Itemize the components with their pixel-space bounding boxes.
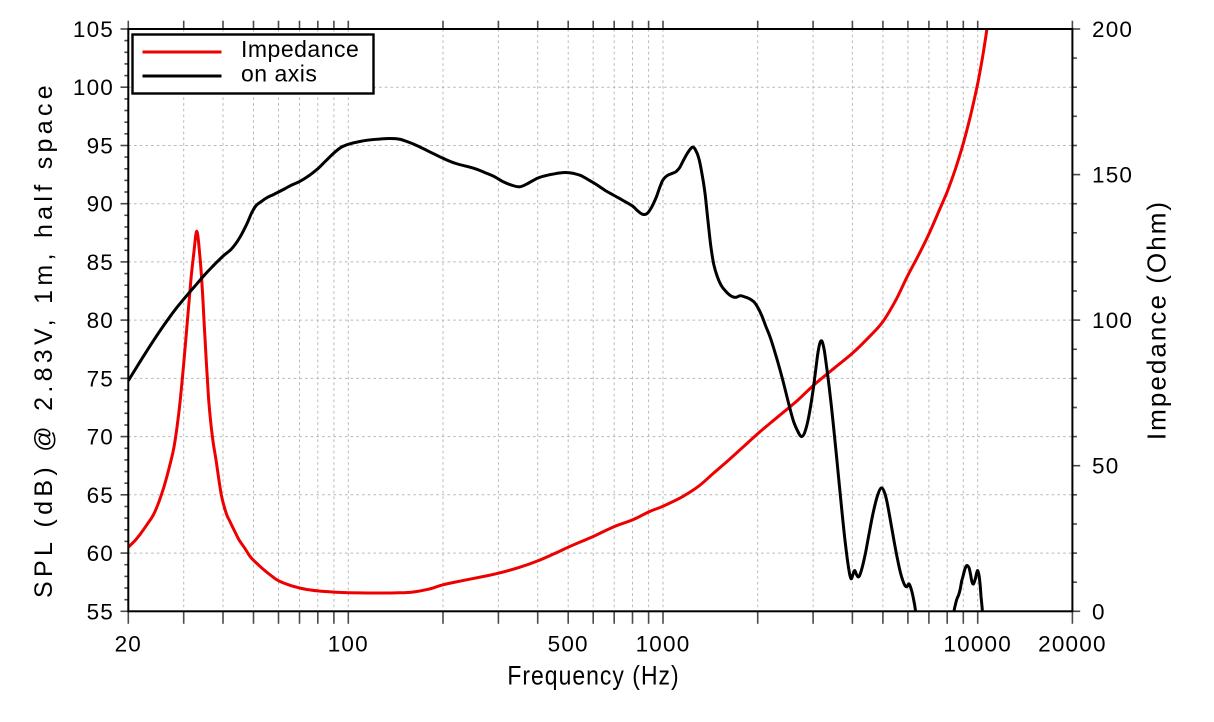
svg-text:65: 65 (87, 483, 114, 508)
svg-text:Impedance: Impedance (241, 36, 359, 62)
svg-text:95: 95 (87, 134, 114, 159)
svg-text:75: 75 (87, 366, 114, 391)
svg-text:50: 50 (1092, 454, 1119, 479)
svg-text:Frequency (Hz): Frequency (Hz) (507, 661, 679, 691)
svg-text:60: 60 (87, 541, 114, 566)
svg-text:105: 105 (73, 17, 114, 42)
svg-text:70: 70 (87, 425, 114, 450)
svg-text:20: 20 (115, 632, 142, 657)
svg-text:100: 100 (73, 75, 114, 100)
svg-text:20000: 20000 (1038, 632, 1107, 657)
svg-text:80: 80 (87, 308, 114, 333)
svg-text:on axis: on axis (241, 60, 317, 86)
svg-text:Impedance (Ohm): Impedance (Ohm) (1142, 200, 1172, 440)
svg-text:100: 100 (328, 632, 369, 657)
svg-text:0: 0 (1092, 599, 1106, 624)
svg-text:500: 500 (548, 632, 589, 657)
svg-text:90: 90 (87, 192, 114, 217)
svg-text:200: 200 (1092, 17, 1133, 42)
svg-text:10000: 10000 (943, 632, 1012, 657)
svg-text:55: 55 (87, 599, 114, 624)
svg-text:85: 85 (87, 250, 114, 275)
svg-text:1000: 1000 (636, 632, 691, 657)
svg-text:150: 150 (1092, 163, 1133, 188)
svg-text:SPL (dB) @ 2.83V, 1m, half spa: SPL (dB) @ 2.83V, 1m, half space (30, 81, 58, 598)
svg-text:100: 100 (1092, 308, 1133, 333)
